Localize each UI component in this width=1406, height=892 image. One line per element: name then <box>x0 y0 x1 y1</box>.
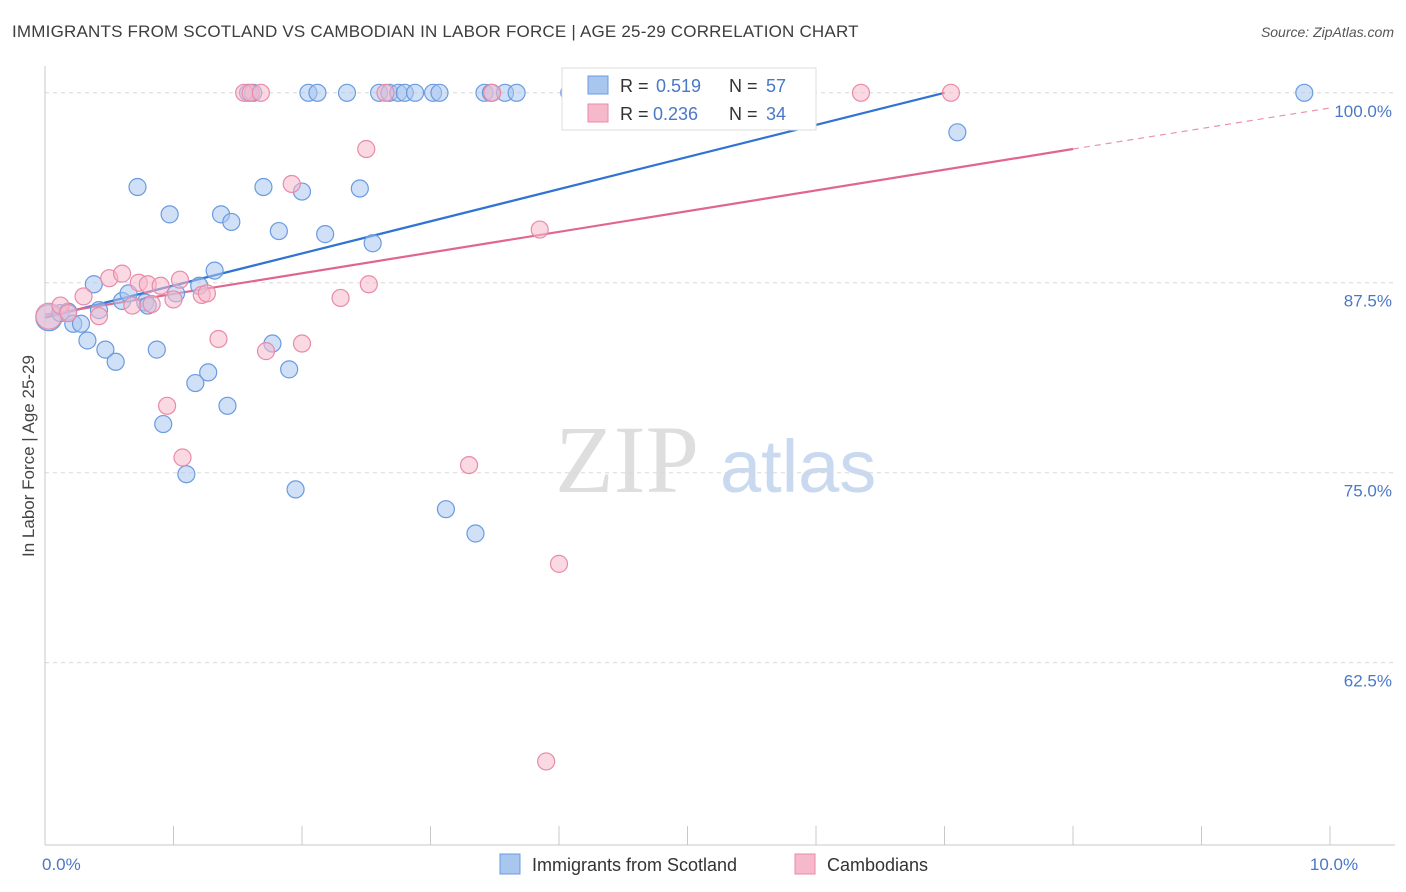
point-cambodians-29 <box>459 455 479 475</box>
point-scotland-19 <box>177 465 196 484</box>
point-cambodians-3 <box>74 287 93 306</box>
stats-r-value-pink: 0.236 <box>653 104 698 124</box>
point-cambodians-15 <box>173 448 192 467</box>
point-cambodians-32 <box>537 752 556 771</box>
point-scotland-49 <box>466 524 485 543</box>
point-scotland-32 <box>280 360 299 379</box>
point-scotland-17 <box>160 205 179 224</box>
x-tick-label: 10.0% <box>1310 855 1358 874</box>
x-tick-label: 0.0% <box>42 855 81 874</box>
point-cambodians-25 <box>331 288 350 308</box>
point-cambodians-36 <box>851 83 871 102</box>
point-scotland-47 <box>430 83 449 102</box>
stats-n-label-blue: N = <box>729 76 758 96</box>
stats-r-label-blue: R = <box>620 76 649 96</box>
point-scotland-8 <box>96 340 115 359</box>
point-cambodians-2 <box>59 304 78 323</box>
stats-legend: R = 0.519 N = 57 R = 0.236 N = 34 <box>561 67 817 131</box>
watermark-zip: ZIP <box>555 406 699 513</box>
axes <box>44 66 1395 846</box>
point-scotland-55 <box>948 123 967 142</box>
point-cambodians-30 <box>483 83 502 102</box>
stats-swatch-blue <box>587 75 609 95</box>
stats-n-value-pink: 34 <box>766 104 786 124</box>
stats-n-label-pink: N = <box>729 104 758 124</box>
stats-swatch-pink <box>587 103 609 123</box>
point-scotland-23 <box>205 261 224 280</box>
stats-r-value-blue: 0.519 <box>656 76 701 96</box>
point-scotland-45 <box>405 83 425 102</box>
watermark: ZIP atlas <box>555 406 876 513</box>
point-cambodians-22 <box>256 342 276 361</box>
point-cambodians-27 <box>359 275 378 294</box>
point-scotland-40 <box>363 234 382 253</box>
point-scotland-22 <box>199 363 218 382</box>
point-scotland-16 <box>154 414 173 434</box>
y-tick-labels: 100.0% 87.5% 75.0% 62.5% <box>1334 102 1392 691</box>
point-scotland-36 <box>308 83 327 102</box>
stats-n-value-blue: 57 <box>766 76 786 96</box>
legend-swatch-cambodians <box>794 853 816 875</box>
point-scotland-9 <box>106 352 125 371</box>
point-cambodians-7 <box>123 296 142 315</box>
point-cambodians-17 <box>197 284 217 303</box>
legend-label-cambodians: Cambodians <box>827 855 928 875</box>
point-cambodians-24 <box>292 334 312 353</box>
point-scotland-12 <box>128 177 147 197</box>
point-cambodians-10 <box>142 294 161 314</box>
trend-line-extension-pink <box>1072 107 1331 150</box>
stats-r-label-pink: R = <box>620 104 649 124</box>
point-cambodians-33 <box>549 554 569 573</box>
point-cambodians-13 <box>164 290 183 309</box>
point-cambodians-18 <box>209 329 228 349</box>
point-cambodians-26 <box>357 139 376 159</box>
y-tick-label: 62.5% <box>1344 672 1392 691</box>
point-scotland-56 <box>1295 83 1314 102</box>
point-cambodians-23 <box>282 174 301 194</box>
legend-label-scotland: Immigrants from Scotland <box>532 855 737 875</box>
point-cambodians-21 <box>251 83 270 102</box>
y-tick-label: 87.5% <box>1344 292 1392 311</box>
bottom-legend: Immigrants from Scotland Cambodians <box>499 853 928 875</box>
point-scotland-31 <box>269 221 288 241</box>
point-cambodians-31 <box>530 220 549 239</box>
chart-title: IMMIGRANTS FROM SCOTLAND VS CAMBODIAN IN… <box>12 22 859 41</box>
data-points <box>35 83 1314 771</box>
chart-source: Source: ZipAtlas.com <box>1260 24 1394 40</box>
point-scotland-37 <box>316 225 335 244</box>
point-cambodians-11 <box>151 276 170 295</box>
point-scotland-53 <box>507 83 526 102</box>
point-scotland-48 <box>436 500 456 519</box>
point-cambodians-12 <box>157 396 177 415</box>
point-scotland-29 <box>254 177 273 197</box>
point-scotland-39 <box>350 179 369 198</box>
watermark-atlas: atlas <box>720 425 876 508</box>
point-cambodians-37 <box>941 83 961 102</box>
point-scotland-4 <box>71 314 91 333</box>
point-cambodians-14 <box>170 270 190 289</box>
legend-swatch-scotland <box>499 853 521 875</box>
point-scotland-5 <box>78 331 97 350</box>
point-scotland-20 <box>186 373 205 393</box>
grid-lines <box>45 92 1395 664</box>
point-scotland-26 <box>222 212 241 232</box>
x-tick-labels: 0.0% 10.0% <box>42 855 1358 874</box>
point-scotland-15 <box>147 340 166 359</box>
point-cambodians-28 <box>376 83 395 102</box>
y-tick-label: 75.0% <box>1344 482 1392 501</box>
trend-line-pink <box>44 147 1074 316</box>
point-scotland-25 <box>218 396 237 415</box>
point-scotland-6 <box>84 275 103 294</box>
point-cambodians-4 <box>89 307 109 326</box>
y-axis-label: In Labor Force | Age 25-29 <box>19 355 38 557</box>
point-scotland-38 <box>337 83 357 102</box>
point-cambodians-6 <box>112 264 132 283</box>
point-scotland-33 <box>286 480 305 499</box>
y-tick-label: 100.0% <box>1334 102 1392 121</box>
